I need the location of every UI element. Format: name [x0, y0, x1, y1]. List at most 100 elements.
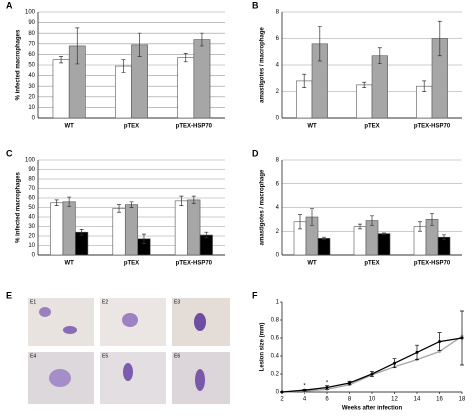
x-tick-label: 14 [414, 397, 421, 403]
cell [39, 307, 51, 317]
y-tick-label: 70 [28, 41, 35, 47]
y-axis-title: amastigotes / macrophage [260, 169, 266, 245]
y-tick-label: 90 [28, 20, 35, 26]
error-bar [382, 232, 386, 235]
bar [177, 57, 195, 119]
bar [124, 204, 139, 256]
y-tick-label: 4 [276, 63, 280, 69]
y-tick-label: 0.4 [271, 354, 280, 360]
error-bar [317, 26, 322, 62]
image-label: E1 [30, 299, 36, 305]
marker [415, 350, 419, 354]
y-tick-label: 0.2 [271, 372, 280, 378]
image-label: E2 [102, 299, 108, 305]
bar [377, 233, 391, 256]
annotation: * [326, 381, 329, 387]
cell [122, 313, 138, 327]
line [281, 337, 463, 393]
bar [365, 220, 379, 256]
y-tick-label: 0 [32, 116, 36, 122]
x-tick-label: pTEX [124, 124, 139, 130]
x-tick-label: pTEX-HSP70 [176, 261, 213, 267]
bar [193, 39, 211, 119]
error-bar [362, 81, 367, 88]
cell [49, 369, 71, 387]
marker [370, 372, 374, 376]
error-bar [358, 223, 362, 230]
panel-label: B [252, 0, 259, 10]
y-tick-label: 10 [28, 243, 35, 249]
x-tick-label: WT [307, 261, 317, 267]
line [281, 335, 463, 393]
bar [50, 202, 64, 256]
x-tick-label: 12 [391, 397, 398, 403]
panel-label: F [252, 290, 258, 300]
x-tick-label: WT [65, 124, 75, 130]
x-tick-label: WT [307, 124, 317, 130]
y-tick-label: 0 [32, 253, 36, 259]
y-tick-label: 4 [276, 205, 280, 211]
y-tick-label: 90 [28, 167, 35, 173]
panel-label: D [252, 148, 259, 158]
image-label: E6 [174, 353, 180, 359]
y-tick-label: 100 [25, 10, 36, 16]
error-bar [75, 27, 80, 65]
error-bar [422, 80, 427, 92]
y-tick-label: 8 [276, 158, 280, 164]
error-bar [298, 214, 302, 230]
y-tick-label: 0.8 [271, 318, 280, 324]
y-tick-label: 0 [276, 116, 280, 122]
x-tick-label: 16 [436, 397, 443, 403]
marker [280, 390, 284, 394]
y-tick-label: 60 [28, 52, 35, 58]
error-bar [179, 195, 184, 206]
y-tick-label: 40 [28, 73, 35, 79]
y-tick-label: 8 [276, 10, 280, 16]
error-bar [437, 20, 442, 57]
image-label: E5 [102, 353, 108, 359]
micrograph [28, 298, 94, 346]
y-tick-label: 6 [276, 181, 280, 187]
x-tick-label: 18 [459, 397, 466, 403]
bar [62, 201, 76, 256]
panel-label: E [6, 290, 12, 300]
y-tick-label: 10 [28, 105, 35, 111]
marker [393, 361, 396, 365]
x-tick-label: pTEX [124, 261, 139, 267]
error-bar [322, 236, 326, 240]
error-bar [191, 195, 196, 205]
x-tick-label: pTEX-HSP70 [176, 124, 213, 130]
panel-label: A [6, 0, 13, 10]
marker [303, 388, 306, 392]
panel-label: C [6, 148, 13, 158]
error-bar [430, 213, 434, 226]
error-bar [59, 56, 64, 64]
bar [371, 55, 388, 119]
y-tick-label: 1 [276, 300, 280, 306]
annotation: * [303, 383, 306, 389]
cell [63, 326, 77, 334]
y-tick-label: 50 [28, 205, 35, 211]
x-tick-label: WT [65, 261, 75, 267]
y-axis-title: amastigotes / macrophage [260, 26, 266, 102]
micrographs [28, 298, 230, 404]
y-tick-label: 50 [28, 63, 35, 69]
y-axis-title: % infected macrophages [16, 171, 22, 242]
marker [460, 336, 464, 340]
y-tick-label: 100 [25, 158, 36, 164]
y-tick-label: 30 [28, 84, 35, 90]
y-tick-label: 0 [276, 253, 280, 259]
y-axis-title: Lesion size (mm) [260, 323, 266, 372]
x-tick-label: 4 [303, 397, 307, 403]
x-tick-label: pTEX-HSP70 [414, 124, 451, 130]
error-bar [137, 32, 142, 57]
image-label: E4 [30, 353, 36, 359]
marker [438, 340, 441, 344]
error-bar [370, 215, 374, 226]
error-bar [121, 59, 126, 73]
y-tick-label: 0 [276, 390, 280, 396]
bar [174, 200, 188, 256]
x-tick-label: 10 [369, 397, 376, 403]
error-bar [183, 52, 188, 63]
y-tick-label: 40 [28, 215, 35, 221]
